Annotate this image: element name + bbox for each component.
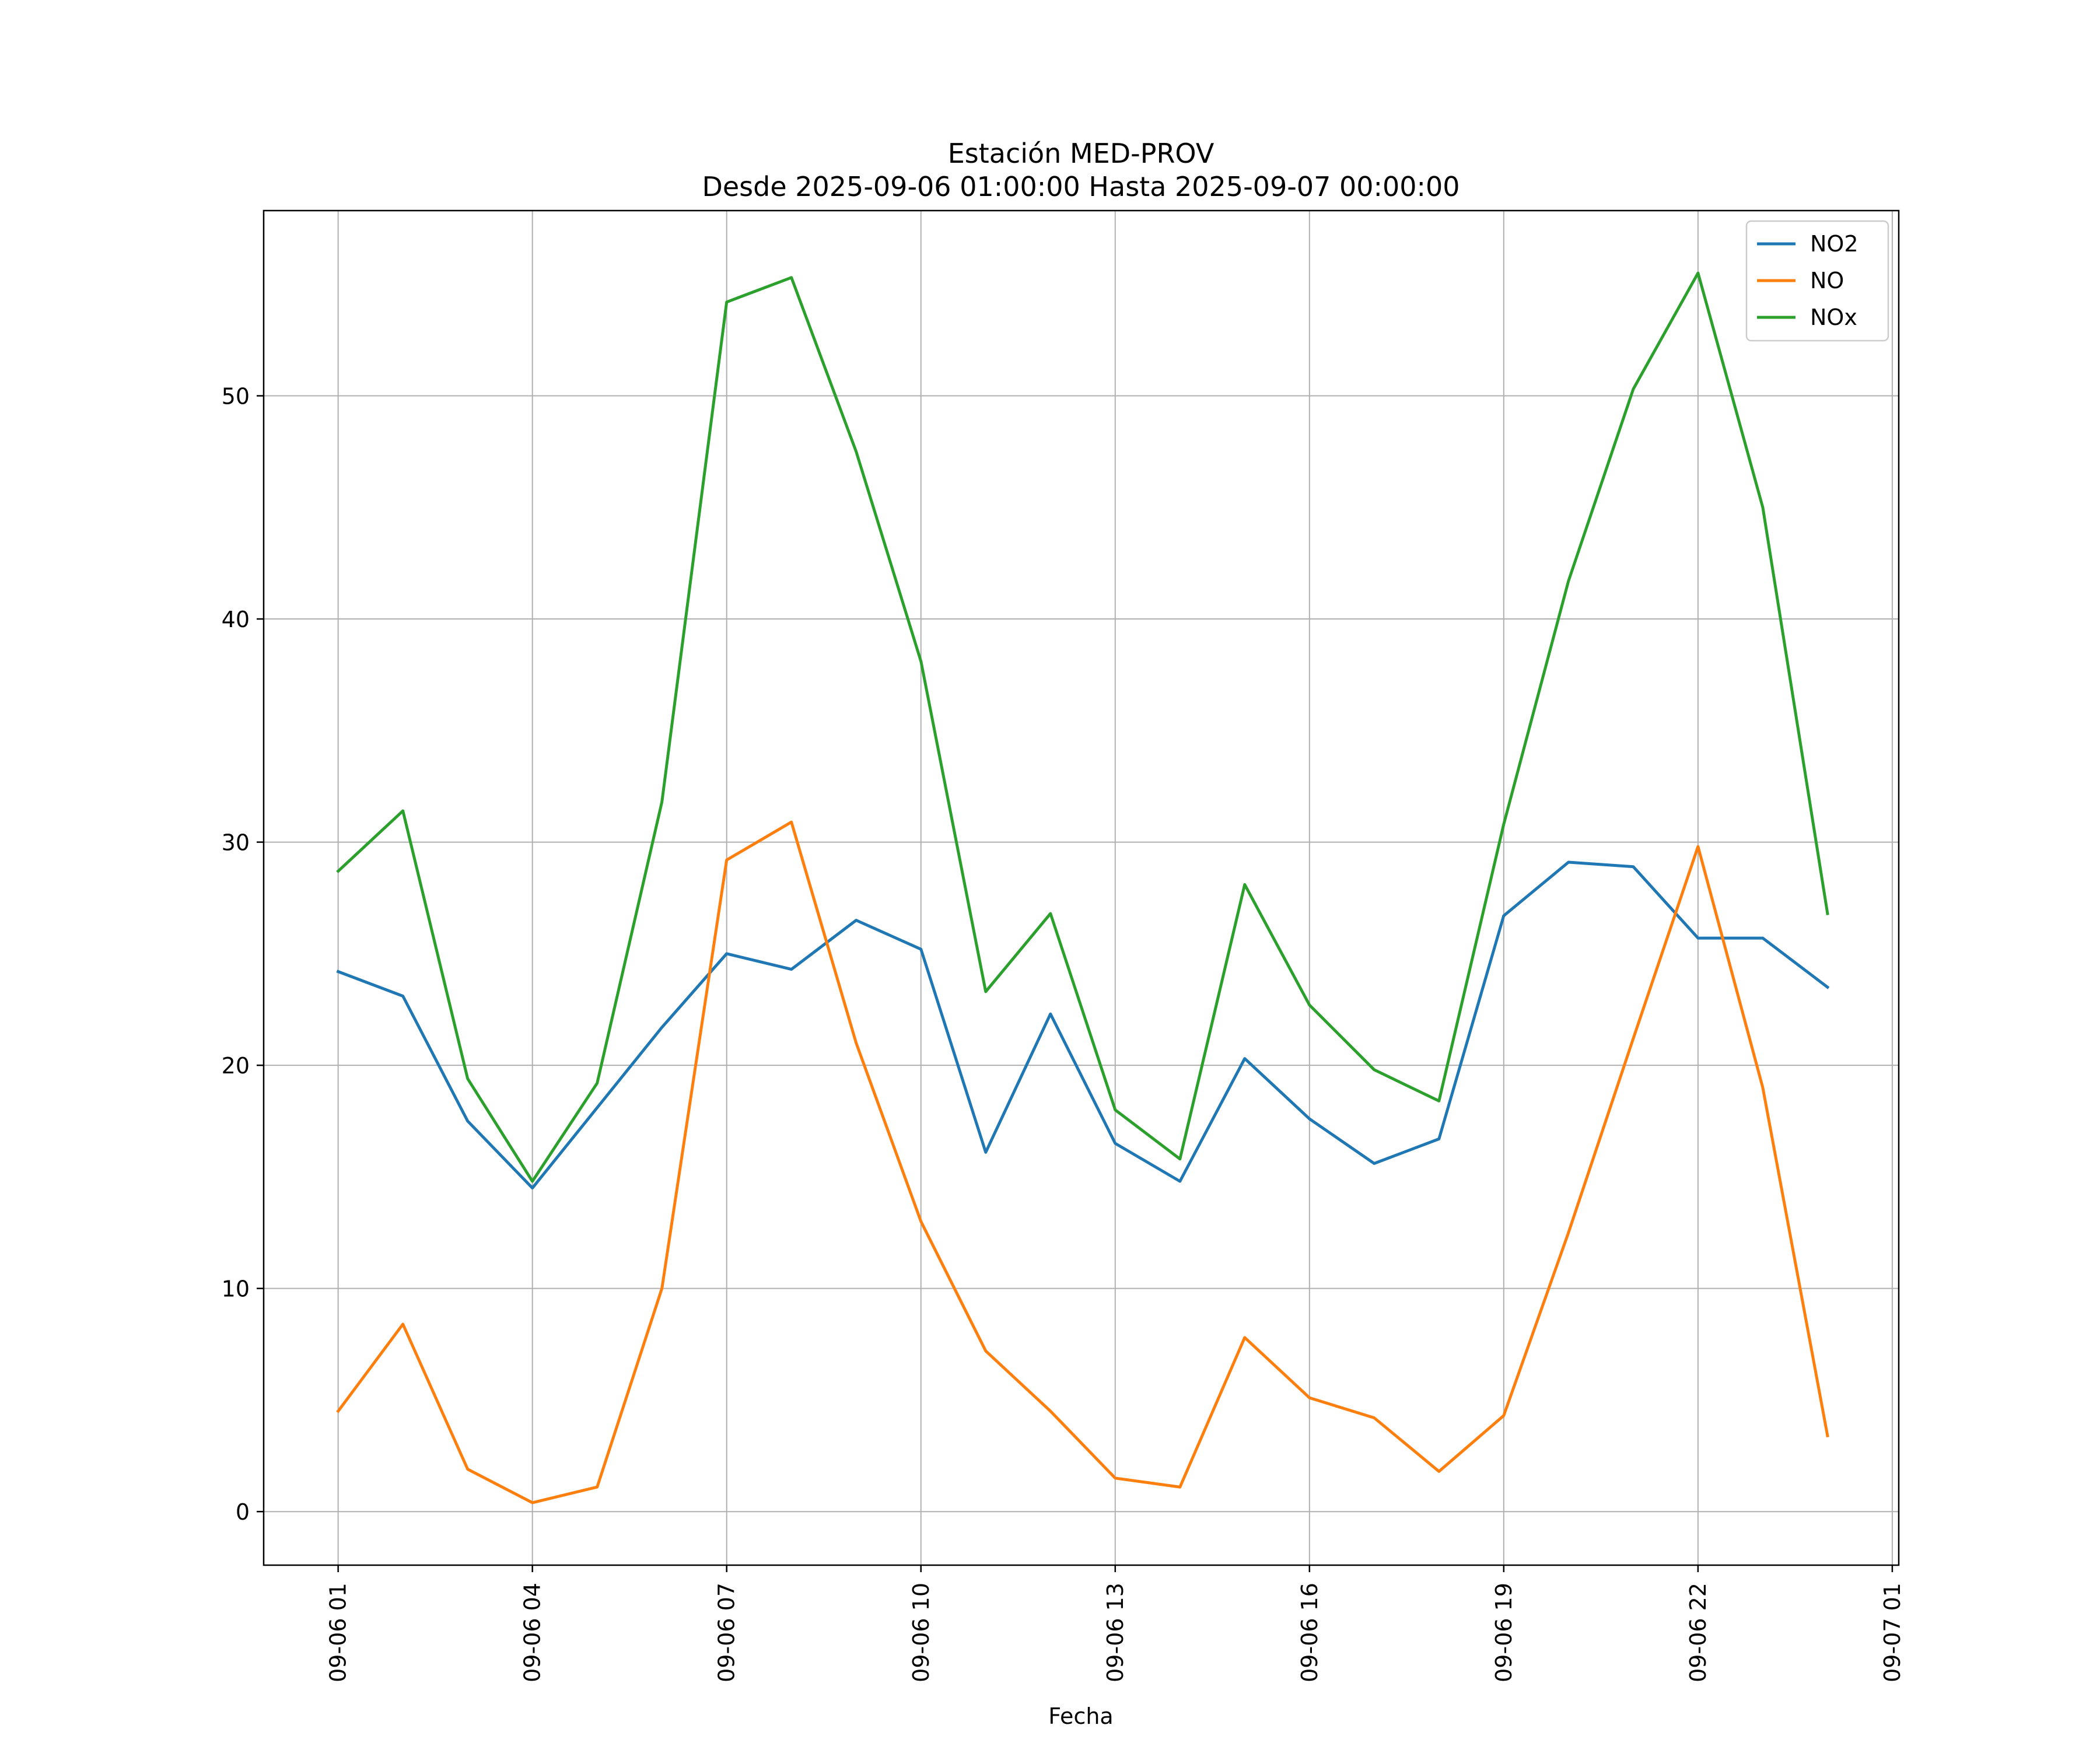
y-tick-label: 30 [222, 830, 250, 856]
legend: NO2 NO NOx [1745, 220, 1889, 342]
plot-frame [262, 209, 1900, 1566]
series-line-no2 [336, 860, 1830, 1189]
legend-label-no2: NO2 [1810, 231, 1859, 257]
legend-label-no: NO [1810, 268, 1844, 293]
x-tick-label: 09-06 10 [908, 1583, 934, 1682]
y-tick-label: 50 [222, 384, 250, 410]
x-tick-label: 09-06 22 [1685, 1583, 1711, 1682]
x-axis-label: Fecha [1048, 1703, 1113, 1729]
y-tick-label: 10 [222, 1276, 250, 1302]
x-tick-label: 09-06 04 [520, 1583, 545, 1682]
plot-area [264, 211, 1899, 1565]
y-tick-label: 20 [222, 1053, 250, 1079]
grid [264, 211, 1899, 1565]
y-tick-label: 40 [222, 607, 250, 632]
chart-title: Estación MED-PROV [948, 138, 1214, 169]
legend-box [1745, 220, 1889, 342]
series-line-no [336, 820, 1829, 1504]
series-lines [336, 271, 1830, 1504]
x-tick-label: 09-06 19 [1491, 1583, 1517, 1682]
legend-label-nox: NOx [1810, 305, 1857, 330]
x-tick-label: 09-06 07 [714, 1583, 740, 1682]
x-tick-label: 09-06 16 [1297, 1583, 1322, 1682]
x-tick-label: 09-07 01 [1880, 1583, 1905, 1682]
y-tick-label: 0 [236, 1499, 250, 1525]
x-tick-label: 09-06 13 [1102, 1583, 1128, 1682]
chart-subtitle: Desde 2025-09-06 01:00:00 Hasta 2025-09-… [702, 171, 1460, 202]
axis-ticks: 09-06 01 09-06 04 09-06 07 09-06 10 09-06 13… [222, 384, 1905, 1682]
x-tick-label: 09-06 01 [326, 1583, 351, 1682]
series-line-nox [336, 271, 1829, 1183]
